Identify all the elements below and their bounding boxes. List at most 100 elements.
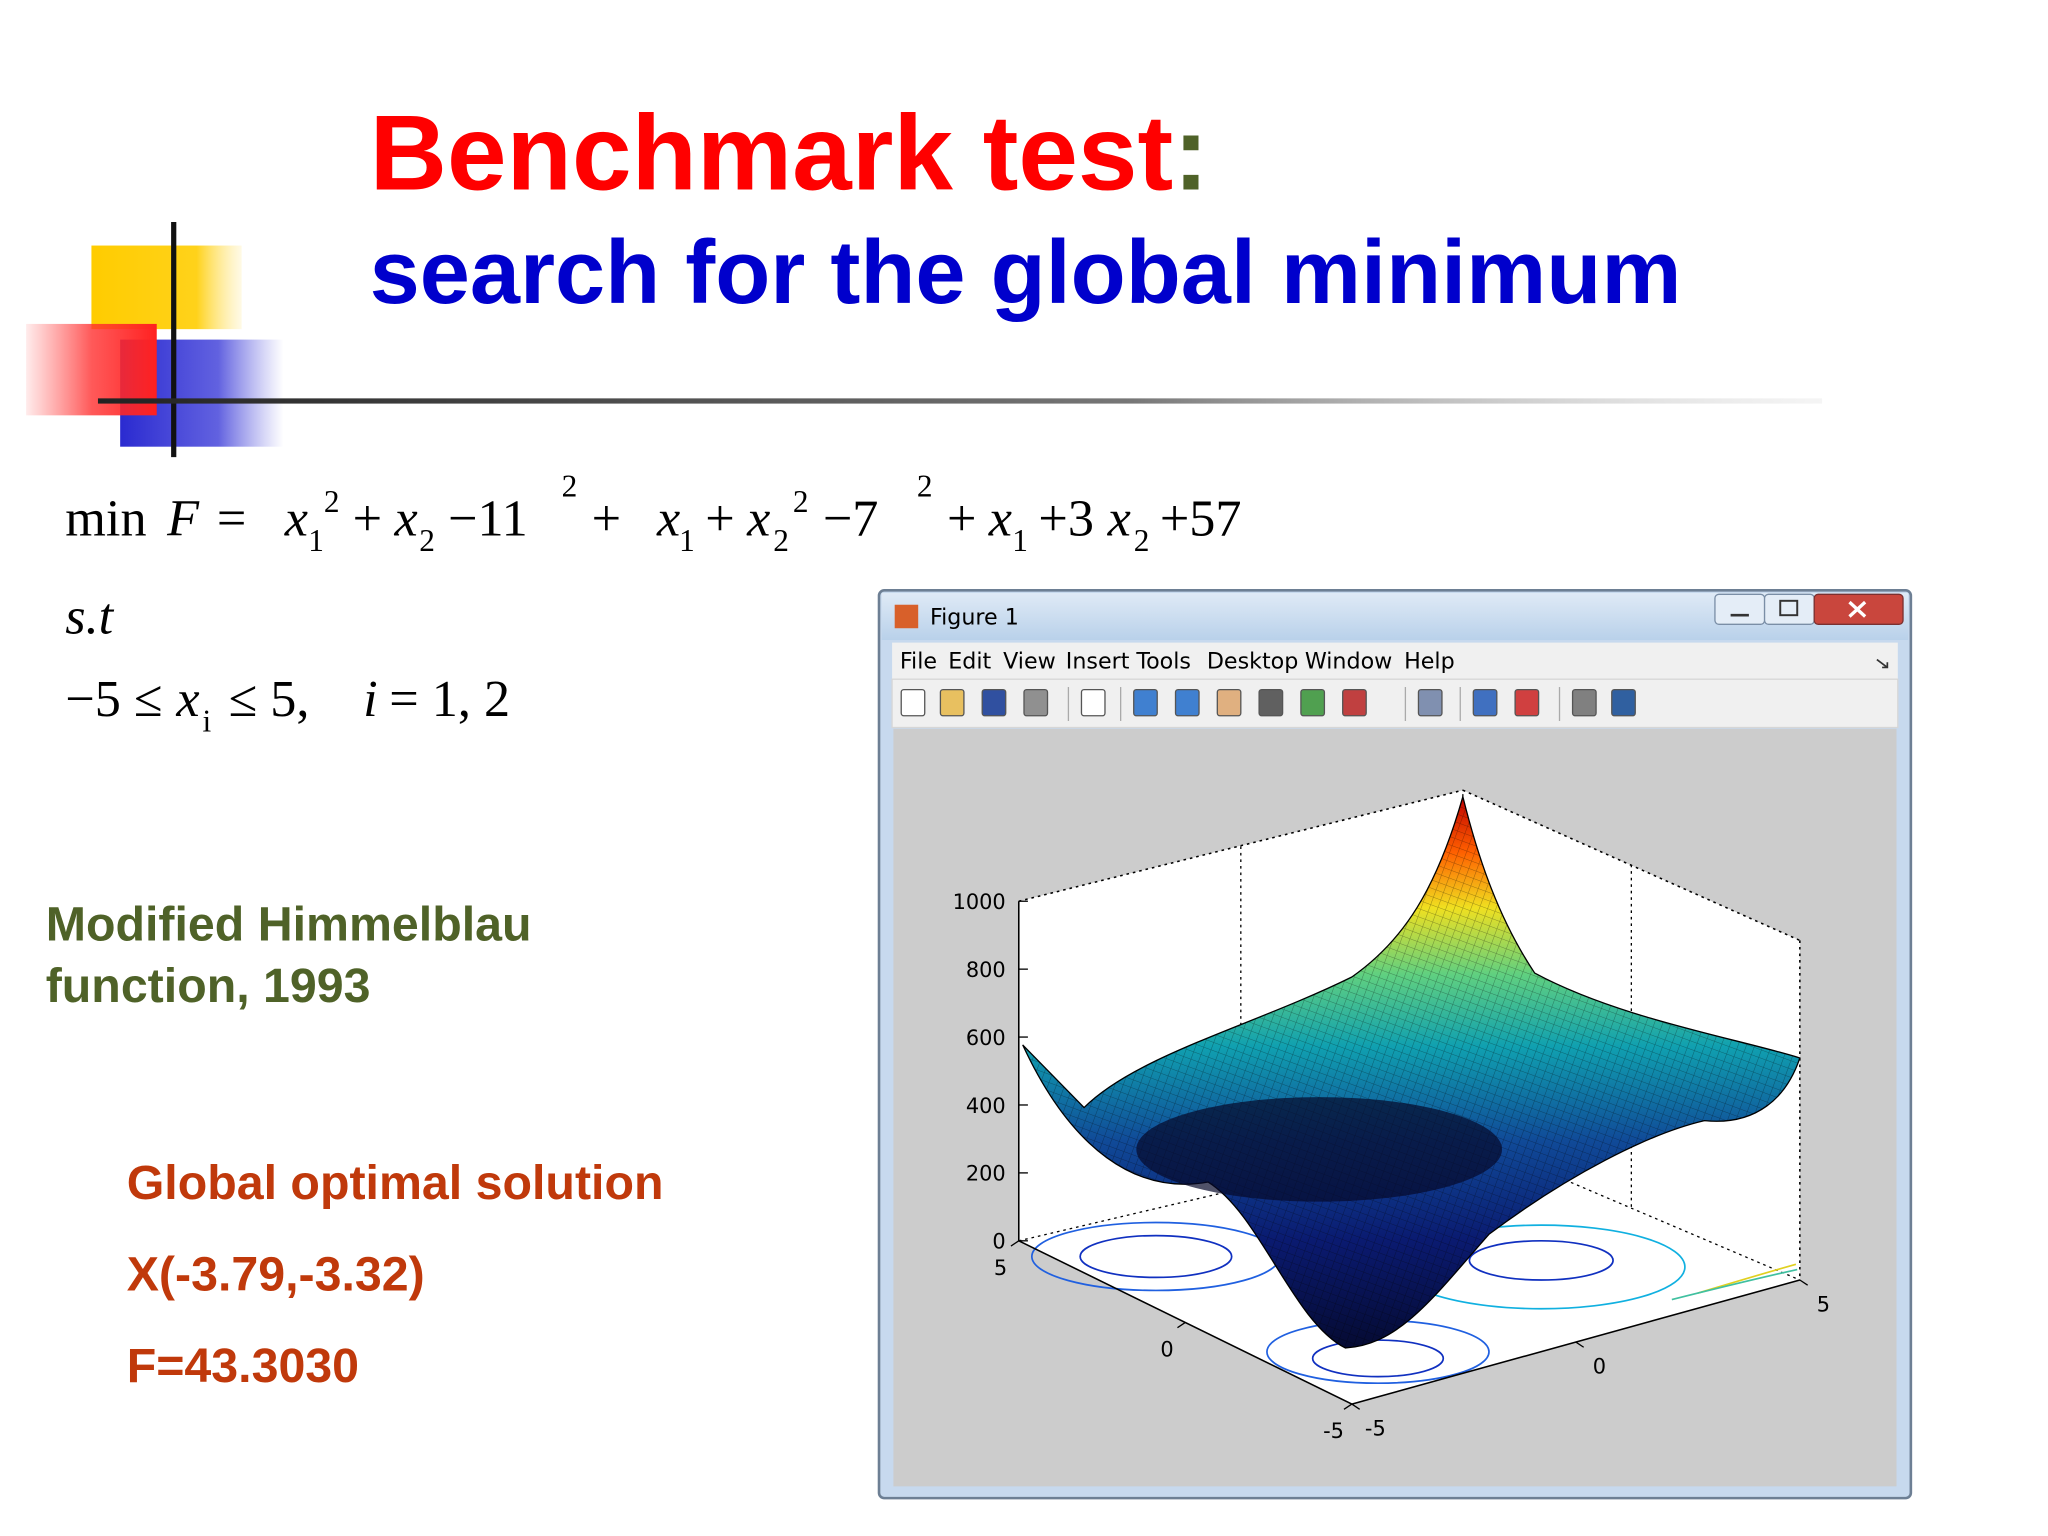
surface-mesh [1022,796,1800,1348]
toolbar-icons [900,687,1636,721]
maximize-button[interactable] [1763,593,1815,625]
y-tick-label: 5 [1817,1292,1830,1316]
menu-item[interactable]: Edit [948,649,991,675]
menu-item[interactable]: Desktop [1207,649,1299,675]
y-tick [1575,1341,1585,1348]
constraints: s.t −5 ≤ x i ≤ 5, i = 1, 2 [65,587,510,738]
slide-decoration [26,222,1823,458]
axes-box [1017,789,1801,1405]
formula-part: 1 [1012,523,1028,558]
formula-part: 2 [324,484,340,519]
matlab-icon [894,604,919,629]
formula-part: x [1107,490,1131,548]
constraint-part: ≤ 5, [229,670,310,728]
y-tick [1351,1403,1361,1410]
figure-window: Figure 1 File Edit View Insert Tools Desktop W… [877,589,1913,1500]
formula-part: 1 [679,523,695,558]
constraint-part: i [202,703,211,738]
menu-item[interactable]: Tools [1135,649,1191,675]
toolbar-icon[interactable] [1023,688,1049,717]
minimize-button[interactable] [1714,593,1766,625]
formula-part: + [947,490,976,548]
contour [1671,1268,1798,1301]
y-tick [1799,1279,1809,1286]
toolbar-icon[interactable] [900,688,926,717]
formula-part: + [592,490,621,548]
menu-item[interactable]: View [1003,649,1056,675]
x-tick-label: 0 [1160,1337,1173,1361]
formula-part: 1 [308,523,324,558]
dock-arrow[interactable] [1876,658,1889,669]
solution-heading: Global optimal solution [127,1156,664,1210]
formula-part: + [353,490,382,548]
menu-item[interactable]: Insert [1066,649,1130,675]
toolbar-icon[interactable] [1300,688,1326,717]
formula-part: x [988,490,1012,548]
toolbar-icon[interactable] [1611,688,1636,717]
box-edge [1462,789,1801,942]
formula-part: min [65,490,146,548]
formula-part: 2 [562,468,578,503]
toolbar-icon[interactable] [1571,688,1597,717]
menu-item[interactable]: Help [1404,649,1455,675]
maximize-glyph [1779,599,1799,617]
constraint-part: = 1, 2 [389,670,510,728]
toolbar-icon[interactable] [1216,688,1242,717]
menu-bar [892,642,1898,680]
x-tick [1010,1240,1020,1247]
toolbar-icon[interactable] [1174,688,1200,717]
function-name-line: Modified Himmelblau [46,897,532,951]
toolbar-icon[interactable] [1080,688,1106,717]
function-name-line: function, 1993 [46,959,371,1013]
toolbar-icon[interactable] [1342,688,1367,717]
formula-part: 2 [1134,523,1150,558]
x-tick-label: -5 [1323,1419,1344,1443]
z-tick-label: 800 [966,958,1006,982]
formula-part: 2 [419,523,435,558]
close-glyph [1848,600,1867,618]
formula-part: x [656,490,680,548]
contour [1468,1239,1614,1281]
floor-contours [1030,1221,1798,1385]
contour [1079,1234,1233,1279]
z-tick-label: 200 [966,1162,1006,1186]
title-main: Benchmark test [370,92,1174,212]
y-tick-label: -5 [1365,1416,1386,1440]
formula-part: = [217,490,246,548]
formula-part: 2 [793,484,809,519]
toolbar-icon[interactable] [981,688,1007,717]
objective-formula: min F = x 12 + x 2 −112+ x 1 + x 22 −72+ x 1 +3 x 2 +57 [65,468,1241,558]
x-tick [1177,1321,1186,1329]
menu-item[interactable]: File [900,649,937,675]
toolbar [891,678,1899,729]
st-label: s.t [65,587,114,645]
box-edge [1018,789,1464,902]
toolbar-icon[interactable] [1417,688,1443,717]
window-title: Figure 1 [930,604,1019,630]
formula-part: x [393,490,417,548]
formula-part: +57 [1160,490,1242,548]
formula-part: F [166,490,200,548]
toolbar-icon[interactable] [1472,688,1498,717]
y-tick-label: 0 [1593,1354,1606,1378]
formula-part: 2 [917,468,933,503]
toolbar-icon[interactable] [939,688,965,717]
z-tick-label: 1000 [953,890,1006,914]
toolbar-icon[interactable] [1514,688,1540,717]
z-tick-label: 400 [966,1094,1006,1118]
z-tick-label: 0 [992,1230,1005,1254]
formula-part: −7 [823,490,879,548]
toolbar-icon[interactable] [1258,688,1284,717]
menu-item[interactable]: Window [1305,649,1392,675]
x-tick [1343,1403,1353,1410]
z-tick-label: 600 [966,1026,1006,1050]
yellow-block [91,245,242,330]
formula-part: x [284,490,308,548]
solution-x: X(-3.79,-3.32) [127,1247,425,1301]
constraint-part: x [175,670,199,728]
toolbar-icon[interactable] [1133,688,1158,717]
formula-part: + [705,490,734,548]
